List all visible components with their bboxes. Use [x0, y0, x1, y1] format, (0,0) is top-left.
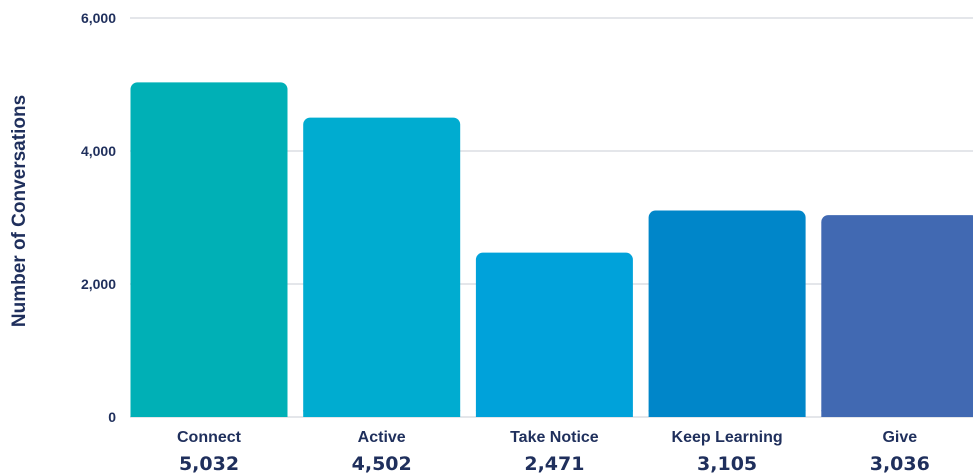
category-label: Give — [882, 429, 917, 446]
bar-base — [303, 410, 461, 417]
category-label: Connect — [177, 429, 242, 446]
bars — [130, 82, 973, 417]
bar-connect — [130, 82, 288, 417]
value-label: 5,032 — [179, 453, 239, 475]
bar-active — [303, 117, 461, 417]
value-label: 2,471 — [524, 453, 584, 475]
category-labels: Connect Active Take Notice Keep Learning Giv… — [177, 429, 917, 446]
y-axis-title: Number of Conversations — [9, 95, 30, 327]
y-tick-label: 6,000 — [81, 10, 116, 26]
y-tick-label: 2,000 — [81, 276, 116, 292]
value-label: 4,502 — [352, 453, 412, 475]
category-label: Keep Learning — [672, 429, 783, 446]
category-label: Active — [358, 429, 406, 446]
bar-base — [130, 410, 288, 417]
y-tick-label: 0 — [108, 409, 116, 425]
bar-base — [648, 410, 806, 417]
bar-give — [821, 215, 973, 417]
bar-base — [475, 410, 633, 417]
value-labels: 5,032 4,502 2,471 3,105 3,036 — [179, 453, 930, 475]
category-label: Take Notice — [510, 429, 599, 446]
y-tick-labels: 0 2,000 4,000 6,000 — [81, 10, 116, 425]
y-tick-label: 4,000 — [81, 143, 116, 159]
bar-take-notice — [475, 252, 633, 417]
value-label: 3,105 — [697, 453, 757, 475]
bar-keep-learning — [648, 210, 806, 417]
bar-base — [821, 410, 973, 417]
value-label: 3,036 — [870, 453, 930, 475]
